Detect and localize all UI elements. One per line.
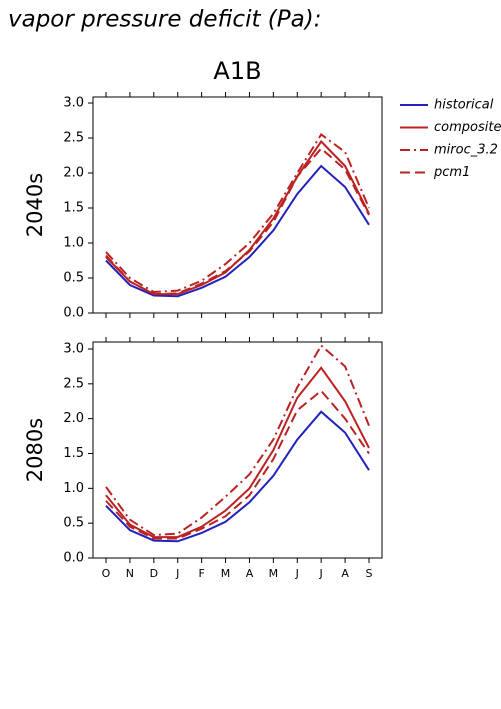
y-tick-label: 0.5 [63,516,84,531]
series-line [105,343,370,537]
series-line [105,366,370,539]
x-tick-label: J [295,567,299,580]
x-tick-label: D [150,567,158,580]
y-axis-label: 2040s [23,173,47,237]
legend-label: miroc_3.2 [434,143,498,158]
y-tick-label: 2.5 [63,131,84,146]
plot-frame [92,341,383,559]
y-tick-label: 0.5 [63,271,84,286]
x-tick-label: M [269,567,279,580]
x-tick-label: A [341,567,349,580]
plot-frame [92,96,383,314]
series-line [105,389,370,540]
y-tick-label: 1.5 [63,201,84,216]
legend-label: composite [434,120,501,135]
series-line [105,147,370,296]
x-tick-label: N [126,567,134,580]
y-tick-label: 2.0 [63,411,84,426]
y-axis-label: 2080s [23,418,47,482]
y-tick-label: 2.0 [63,166,84,181]
x-tick-label: F [198,567,204,580]
panel-title: A1B [213,57,261,85]
y-tick-label: 3.0 [63,96,84,111]
series-line [105,133,370,294]
y-tick-label: 1.0 [63,236,84,251]
y-tick-label: 3.0 [63,342,84,357]
x-tick-label: J [319,567,323,580]
legend-label: historical [434,98,494,113]
page-title: vapor pressure deficit (Pa): [8,7,321,33]
y-tick-label: 1.0 [63,481,84,496]
y-tick-label: 0.0 [63,551,84,566]
series-line [105,139,370,296]
y-tick-label: 1.5 [63,446,84,461]
legend-label: pcm1 [433,165,470,180]
x-tick-label: S [366,567,373,580]
series-line [105,164,370,298]
y-tick-label: 0.0 [63,306,84,321]
x-tick-label: O [102,567,111,580]
x-tick-label: J [175,567,179,580]
y-tick-label: 2.5 [63,376,84,391]
x-tick-label: A [246,567,254,580]
x-tick-label: M [221,567,231,580]
series-line [105,410,370,543]
